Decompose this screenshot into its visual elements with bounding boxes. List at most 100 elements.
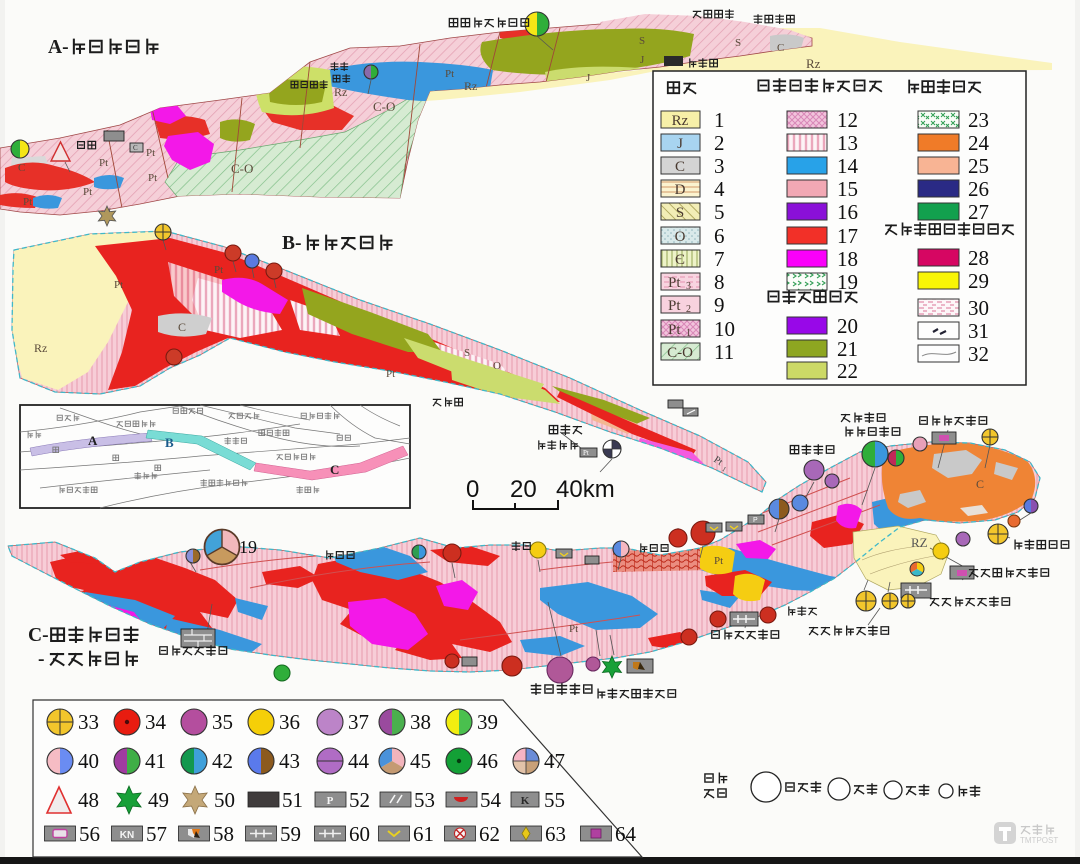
svg-text:Pt: Pt	[569, 623, 578, 635]
svg-text:44: 44	[348, 749, 370, 773]
svg-text:42: 42	[212, 749, 233, 773]
svg-text:40: 40	[78, 749, 99, 773]
svg-text:18: 18	[837, 247, 858, 271]
svg-text:37: 37	[348, 710, 369, 734]
svg-text:1: 1	[720, 465, 728, 474]
svg-text:14: 14	[837, 154, 859, 178]
svg-text:S: S	[735, 37, 741, 49]
svg-text:Pt: Pt	[146, 147, 155, 159]
svg-text:43: 43	[279, 749, 300, 773]
svg-text:J: J	[677, 136, 683, 152]
svg-text:56: 56	[79, 822, 100, 846]
svg-text:58: 58	[213, 822, 234, 846]
svg-text:20: 20	[837, 314, 858, 338]
svg-text:19: 19	[837, 270, 858, 294]
svg-text:Rz: Rz	[672, 113, 689, 129]
svg-text:S: S	[464, 347, 470, 359]
svg-text:20: 20	[510, 476, 537, 503]
svg-text:Pt: Pt	[668, 298, 681, 314]
svg-text:27: 27	[968, 200, 989, 224]
svg-text:64: 64	[615, 822, 637, 846]
svg-text:C: C	[976, 477, 984, 491]
svg-text:Rz: Rz	[806, 56, 821, 71]
svg-text:21: 21	[837, 337, 858, 361]
svg-text:S: S	[639, 35, 645, 47]
svg-text:2: 2	[686, 304, 691, 315]
svg-text:30: 30	[968, 296, 989, 320]
svg-text:23: 23	[968, 108, 989, 132]
svg-text:62: 62	[479, 822, 500, 846]
svg-text:36: 36	[279, 710, 300, 734]
svg-text:Pt: Pt	[23, 196, 32, 208]
svg-text:33: 33	[78, 710, 99, 734]
svg-text:Pt: Pt	[114, 279, 123, 291]
svg-text:D: D	[675, 182, 686, 198]
svg-text:Pt: Pt	[714, 555, 723, 567]
svg-text:45: 45	[410, 749, 431, 773]
svg-text:Pt: Pt	[386, 368, 395, 380]
svg-text:-: -	[38, 649, 45, 670]
svg-text:19: 19	[239, 537, 257, 557]
svg-text:16: 16	[837, 200, 858, 224]
svg-text:C: C	[18, 162, 25, 174]
svg-text:0: 0	[466, 476, 479, 503]
svg-text:39: 39	[477, 710, 498, 734]
svg-text:C-O: C-O	[231, 161, 253, 176]
svg-text:TMTPOST: TMTPOST	[1020, 836, 1058, 845]
svg-text:57: 57	[146, 822, 167, 846]
svg-text:Є: Є	[675, 252, 685, 268]
svg-text:J: J	[640, 54, 645, 66]
svg-text:63: 63	[545, 822, 566, 846]
svg-text:Pt: Pt	[214, 264, 223, 276]
svg-text:Pt: Pt	[99, 157, 108, 169]
svg-text:O: O	[675, 229, 686, 245]
svg-text:22: 22	[837, 359, 858, 383]
svg-text:60: 60	[349, 822, 370, 846]
svg-text:15: 15	[837, 177, 858, 201]
svg-text:31: 31	[968, 319, 989, 343]
svg-text:38: 38	[410, 710, 431, 734]
svg-text:8: 8	[714, 270, 725, 294]
svg-text:49: 49	[148, 788, 169, 812]
svg-text:Pt: Pt	[668, 275, 681, 291]
svg-text:A-: A-	[48, 37, 69, 58]
svg-text:C: C	[133, 144, 138, 152]
svg-text:40km: 40km	[556, 476, 615, 503]
svg-text:Rz: Rz	[34, 341, 47, 355]
svg-text:Pt: Pt	[445, 68, 454, 80]
svg-text:Pt: Pt	[148, 172, 157, 184]
svg-text:J: J	[586, 72, 591, 84]
svg-text:34: 34	[145, 710, 167, 734]
svg-text:12: 12	[837, 108, 858, 132]
svg-text:P: P	[753, 517, 758, 524]
svg-text:A: A	[88, 433, 98, 448]
svg-text:RZ: RZ	[911, 535, 928, 550]
svg-text:24: 24	[968, 131, 990, 155]
svg-text:46: 46	[477, 749, 498, 773]
svg-text:6: 6	[714, 224, 725, 248]
svg-text:C-: C-	[28, 625, 49, 646]
svg-text:1: 1	[686, 328, 691, 339]
svg-text:48: 48	[78, 788, 99, 812]
svg-text:41: 41	[145, 749, 166, 773]
svg-text:52: 52	[349, 788, 370, 812]
svg-text:S: S	[676, 205, 684, 221]
svg-text:C: C	[777, 42, 784, 54]
svg-text:54: 54	[480, 788, 502, 812]
svg-text:C-O: C-O	[373, 99, 395, 114]
svg-text:Pt: Pt	[83, 186, 92, 198]
svg-text:C: C	[675, 159, 685, 175]
svg-text:C: C	[178, 320, 186, 334]
svg-text:O: O	[493, 360, 501, 372]
svg-text:55: 55	[544, 788, 565, 812]
svg-text:35: 35	[212, 710, 233, 734]
svg-text:53: 53	[414, 788, 435, 812]
svg-text:2: 2	[714, 131, 725, 155]
svg-text:C-O: C-O	[667, 345, 693, 361]
svg-text:9: 9	[714, 293, 725, 317]
svg-text:1: 1	[714, 108, 725, 132]
svg-text:61: 61	[413, 822, 434, 846]
svg-text:59: 59	[280, 822, 301, 846]
svg-text:KN: KN	[120, 830, 134, 841]
svg-text:3: 3	[686, 281, 691, 292]
